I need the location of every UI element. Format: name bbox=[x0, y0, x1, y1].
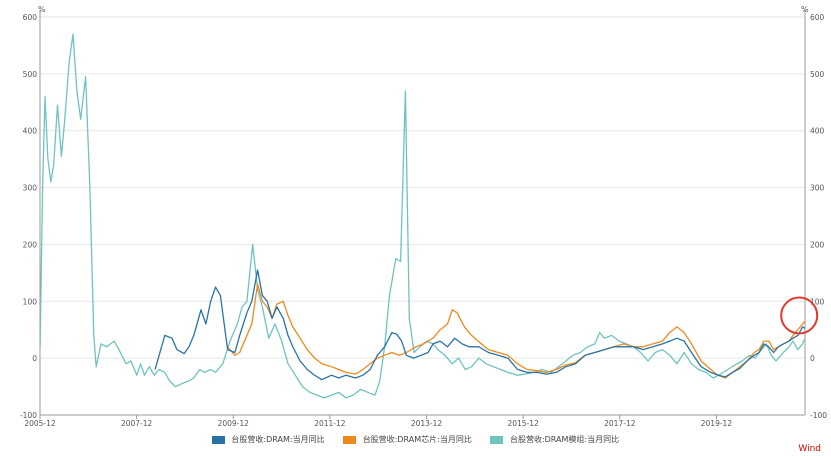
x-tick-label: 2017-12 bbox=[604, 419, 636, 428]
y-tick-label-right: 0 bbox=[810, 354, 815, 363]
legend-label-dram: 台股营收:DRAM:当月同比 bbox=[231, 435, 325, 444]
y-tick-label-left: 400 bbox=[23, 127, 38, 136]
left-axis-unit: % bbox=[38, 5, 46, 14]
y-tick-label-right: 500 bbox=[810, 70, 825, 79]
x-tick-label: 2011-12 bbox=[314, 419, 346, 428]
x-tick-label: 2007-12 bbox=[121, 419, 153, 428]
x-tick-label: 2019-12 bbox=[701, 419, 733, 428]
y-tick-label-left: 600 bbox=[23, 13, 38, 22]
y-tick-label-left: 0 bbox=[32, 354, 37, 363]
annotation-layer bbox=[780, 296, 819, 335]
legend-item-dram[interactable]: 台股营收:DRAM:当月同比 bbox=[211, 434, 325, 445]
y-tick-label-right: 200 bbox=[810, 240, 825, 249]
legend-label-dram-module: 台股营收:DRAM模组:当月同比 bbox=[509, 435, 620, 444]
y-tick-label-right: 400 bbox=[810, 127, 825, 136]
x-tick-label: 2009-12 bbox=[218, 419, 250, 428]
legend-swatch-dram-chip bbox=[343, 435, 357, 444]
x-tick-label: 2013-12 bbox=[411, 419, 443, 428]
y-tick-label-left: 200 bbox=[23, 240, 38, 249]
grid-layer bbox=[40, 16, 805, 416]
y-tick-label-left: 500 bbox=[23, 70, 38, 79]
legend-item-dram-module[interactable]: 台股营收:DRAM模组:当月同比 bbox=[490, 434, 619, 445]
y-tick-label-left: -100 bbox=[20, 411, 37, 420]
y-tick-label-left: 100 bbox=[23, 297, 38, 306]
y-tick-label-right: 100 bbox=[810, 297, 825, 306]
highlight-circle bbox=[780, 296, 819, 335]
series-line-2 bbox=[40, 33, 805, 399]
x-tick-label: 2015-12 bbox=[507, 419, 539, 428]
legend-swatch-dram-module bbox=[490, 435, 504, 444]
y-tick-label-left: 300 bbox=[23, 184, 38, 193]
series-line-0 bbox=[154, 269, 805, 381]
series-layer bbox=[40, 33, 805, 399]
chart-legend: 台股营收:DRAM:当月同比 台股营收:DRAM芯片:当月同比 台股营收:DRA… bbox=[0, 434, 831, 445]
x-tick-label: 2005-12 bbox=[24, 419, 56, 428]
y-tick-label-right: -100 bbox=[810, 411, 827, 420]
y-tick-label-right: 300 bbox=[810, 184, 825, 193]
wind-watermark: Wind bbox=[798, 444, 821, 454]
legend-label-dram-chip: 台股营收:DRAM芯片:当月同比 bbox=[362, 435, 472, 444]
right-axis-unit: % bbox=[801, 5, 809, 14]
series-line-1 bbox=[227, 283, 805, 379]
y-tick-label-right: 600 bbox=[810, 13, 825, 22]
axis-layer: -100 -100 0 0 100 100 200 200 300 300 400 400 500 500… bbox=[20, 10, 827, 428]
legend-item-dram-chip[interactable]: 台股营收:DRAM芯片:当月同比 bbox=[343, 434, 472, 445]
legend-swatch-dram bbox=[211, 435, 225, 444]
